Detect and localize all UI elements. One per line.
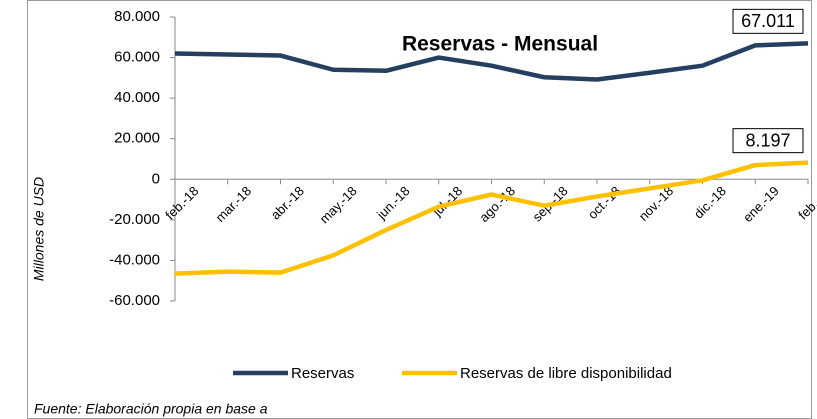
y-tick-label: 20.000 — [114, 130, 160, 147]
legend-label: Reservas de libre disponibilidad — [460, 365, 672, 382]
x-tick-label: dic.-18 — [691, 183, 729, 221]
x-tick-label: oct.-18 — [585, 183, 624, 222]
y-tick-label: -20.000 — [109, 211, 160, 228]
x-tick-label: feb.-18 — [162, 183, 201, 222]
x-tick-label: jun.-18 — [373, 183, 412, 222]
y-tick-label: 80.000 — [114, 8, 160, 25]
x-tick-label: feb.-19 — [795, 183, 817, 222]
y-tick-label: 0 — [152, 170, 160, 187]
y-tick-label: -60.000 — [109, 292, 160, 309]
x-tick-label: ene.-19 — [740, 183, 782, 225]
y-tick-label: 40.000 — [114, 89, 160, 106]
value-label: 8.197 — [745, 130, 790, 150]
y-axis-title: Millones de USD — [31, 177, 47, 281]
x-tick-label: mar.-18 — [213, 183, 255, 225]
x-tick-label: may.-18 — [317, 183, 360, 226]
value-label-box — [732, 128, 804, 154]
series-line — [174, 41, 809, 82]
y-tick-label: -40.000 — [109, 251, 160, 268]
series-line — [174, 160, 809, 276]
x-tick-label: abr.-18 — [268, 183, 307, 222]
y-tick-label: 60.000 — [114, 49, 160, 66]
x-tick-label: ago.-18 — [476, 183, 518, 225]
value-label: 67.011 — [741, 11, 795, 31]
chart-title: Reservas - Mensual — [402, 33, 598, 56]
source-note: Fuente: Elaboración propia en base a — [34, 401, 268, 417]
value-label-box — [732, 8, 804, 34]
legend-label: Reservas — [291, 365, 354, 382]
